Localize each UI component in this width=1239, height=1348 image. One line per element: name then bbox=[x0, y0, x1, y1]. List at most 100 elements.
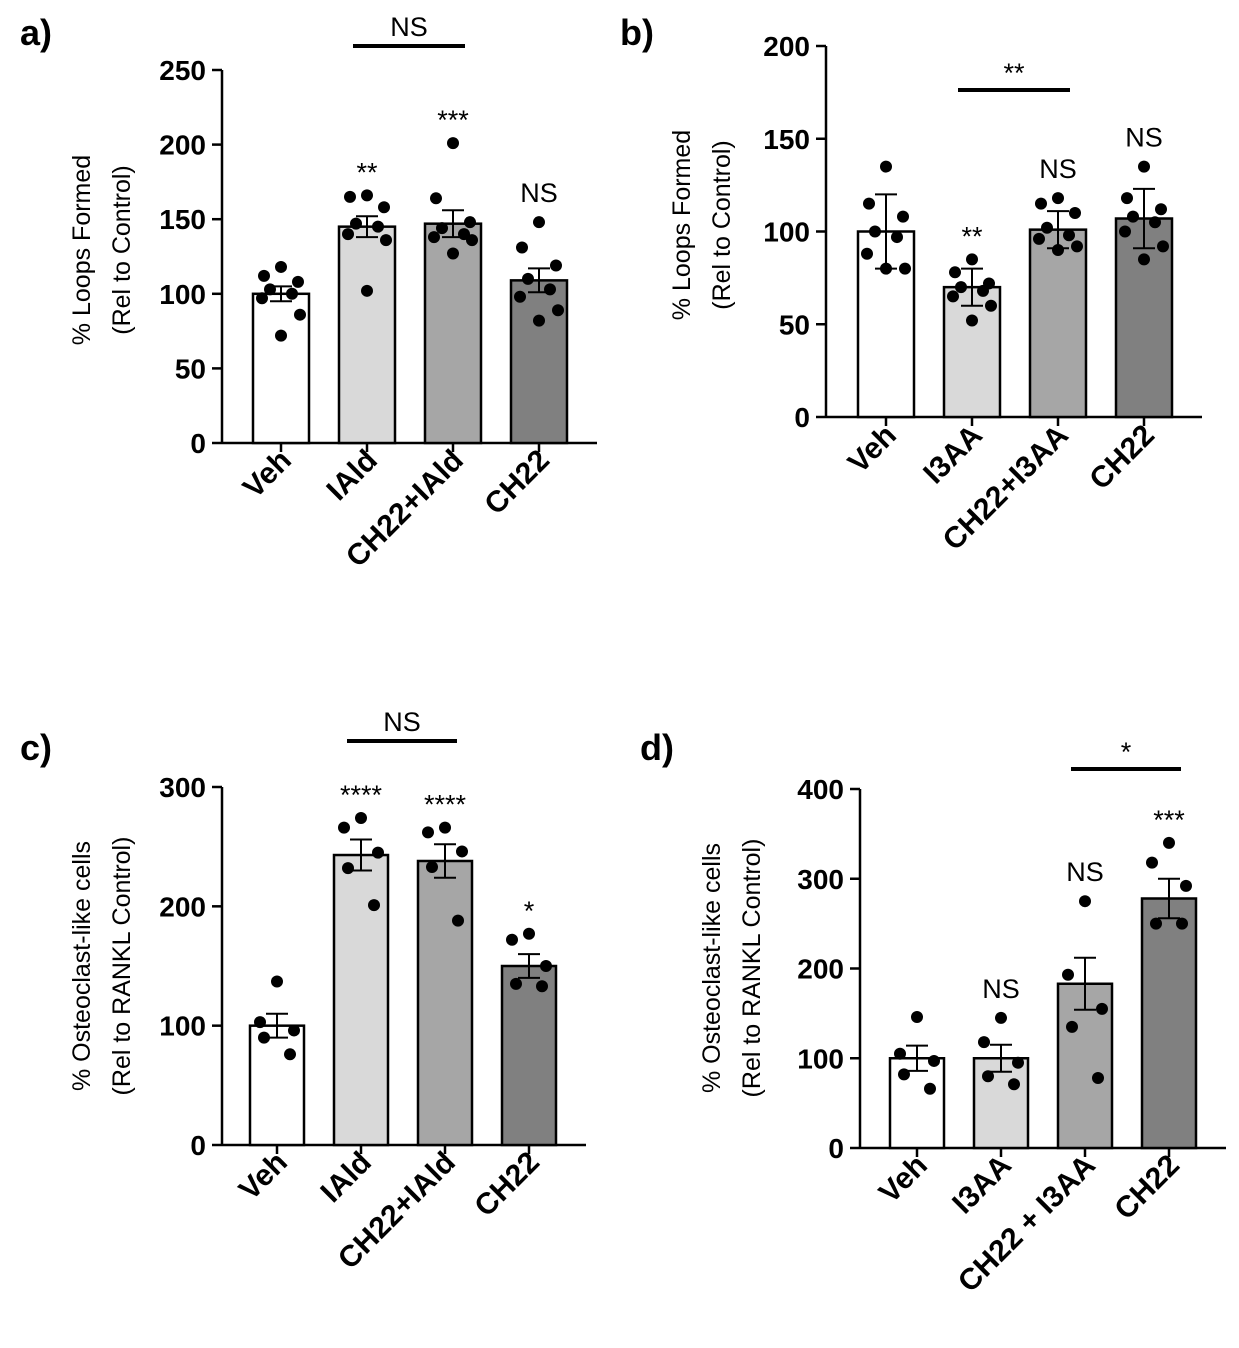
comparison-label: NS bbox=[383, 707, 421, 737]
data-point bbox=[258, 1031, 270, 1044]
category-label: IAld bbox=[321, 444, 384, 507]
y-tick-label: 200 bbox=[159, 130, 206, 161]
panel-label: c) bbox=[20, 727, 52, 768]
data-point bbox=[1149, 216, 1161, 229]
data-point bbox=[1008, 1078, 1020, 1091]
category-label: CH22 bbox=[478, 444, 556, 522]
data-point bbox=[1176, 917, 1188, 930]
y-tick-label: 0 bbox=[828, 1133, 844, 1164]
panel-c: c) % Osteoclast-like cells (Rel to RANKL C… bbox=[20, 707, 586, 1276]
y-tick-label: 150 bbox=[763, 124, 810, 155]
significance-label: * bbox=[524, 896, 535, 926]
y-tick-label: 100 bbox=[159, 1011, 206, 1042]
category-label: Veh bbox=[237, 444, 298, 505]
data-point bbox=[338, 821, 350, 834]
category-label: CH22 bbox=[468, 1146, 546, 1224]
panel-d: d) % Osteoclast-like cells (Rel to RANKL C… bbox=[640, 727, 1226, 1299]
category-label: IAld bbox=[315, 1146, 378, 1209]
significance-label: NS bbox=[1066, 857, 1104, 887]
panel-label: d) bbox=[640, 727, 674, 768]
y-tick-label: 100 bbox=[763, 217, 810, 248]
data-point bbox=[894, 1047, 906, 1060]
data-point bbox=[292, 275, 304, 288]
data-point bbox=[452, 914, 464, 927]
data-point bbox=[949, 266, 961, 279]
data-point bbox=[378, 201, 390, 214]
category-label: Veh bbox=[842, 419, 903, 480]
data-point bbox=[447, 137, 459, 150]
y-tick-label: 200 bbox=[763, 31, 810, 62]
data-point bbox=[928, 1054, 940, 1067]
data-point bbox=[275, 329, 287, 342]
data-point bbox=[540, 960, 552, 972]
y-axis-label: % Loops Formed bbox=[68, 155, 96, 345]
y-tick-label: 300 bbox=[159, 772, 206, 803]
y-axis-label: % Loops Formed bbox=[668, 130, 696, 320]
category-label: I3AA bbox=[946, 1149, 1018, 1221]
data-point bbox=[284, 1048, 296, 1061]
category-label: Veh bbox=[873, 1149, 934, 1210]
data-point bbox=[982, 1070, 994, 1083]
data-point bbox=[978, 1036, 990, 1049]
data-point bbox=[264, 283, 276, 296]
data-point bbox=[1180, 879, 1192, 892]
data-point bbox=[1052, 244, 1064, 257]
y-tick-label: 0 bbox=[190, 1130, 206, 1161]
data-point bbox=[924, 1082, 936, 1095]
y-tick-label: 0 bbox=[190, 428, 206, 459]
data-point bbox=[1127, 210, 1139, 223]
data-point bbox=[258, 269, 270, 282]
y-tick-label: 200 bbox=[797, 954, 844, 985]
comparison-label: NS bbox=[390, 12, 428, 42]
y-tick-label: 200 bbox=[159, 891, 206, 922]
data-point bbox=[342, 862, 354, 875]
data-point bbox=[533, 216, 545, 229]
bar-3 bbox=[500, 964, 558, 1147]
comparison-label: ** bbox=[1003, 58, 1025, 88]
data-point bbox=[1163, 836, 1175, 849]
data-point bbox=[880, 262, 892, 275]
y-tick-label: 50 bbox=[175, 353, 206, 384]
y-axis-label: (Rel to Control) bbox=[708, 140, 736, 310]
data-point bbox=[897, 210, 909, 223]
significance-label: NS bbox=[1125, 123, 1163, 153]
bar-1 bbox=[337, 225, 397, 445]
data-point bbox=[466, 234, 478, 247]
data-point bbox=[436, 222, 448, 235]
data-point bbox=[1041, 221, 1053, 234]
data-point bbox=[966, 314, 978, 327]
data-point bbox=[522, 272, 534, 285]
data-point bbox=[368, 899, 380, 912]
y-axis-label: % Osteoclast-like cells bbox=[698, 843, 726, 1093]
significance-label: *** bbox=[1153, 805, 1185, 835]
data-point bbox=[955, 281, 967, 294]
data-point bbox=[1079, 895, 1091, 908]
data-point bbox=[294, 308, 306, 321]
data-point bbox=[380, 234, 392, 247]
data-point bbox=[1096, 1002, 1108, 1015]
data-point bbox=[1146, 856, 1158, 869]
data-point bbox=[286, 287, 298, 300]
comparison-label: * bbox=[1121, 737, 1132, 767]
data-point bbox=[428, 231, 440, 244]
panel-b: b) % Loops Formed (Rel to Control) 0 50 100 15… bbox=[620, 12, 1202, 557]
data-point bbox=[1052, 192, 1064, 205]
data-point bbox=[1121, 192, 1133, 205]
significance-label: NS bbox=[520, 178, 558, 208]
data-point bbox=[271, 975, 283, 988]
data-point bbox=[510, 977, 522, 990]
data-point bbox=[1033, 232, 1045, 245]
y-tick-label: 400 bbox=[797, 774, 844, 805]
y-tick-label: 100 bbox=[159, 279, 206, 310]
panel-label: a) bbox=[20, 12, 52, 53]
data-point bbox=[899, 262, 911, 275]
data-point bbox=[552, 304, 564, 317]
bar-2 bbox=[1028, 228, 1088, 419]
y-axis-label: (Rel to RANKL Control) bbox=[108, 837, 136, 1096]
bar-1 bbox=[332, 853, 390, 1147]
data-point bbox=[536, 980, 548, 993]
data-point bbox=[342, 228, 354, 241]
category-label: Veh bbox=[233, 1146, 294, 1207]
data-point bbox=[447, 247, 459, 260]
data-point bbox=[439, 821, 451, 834]
